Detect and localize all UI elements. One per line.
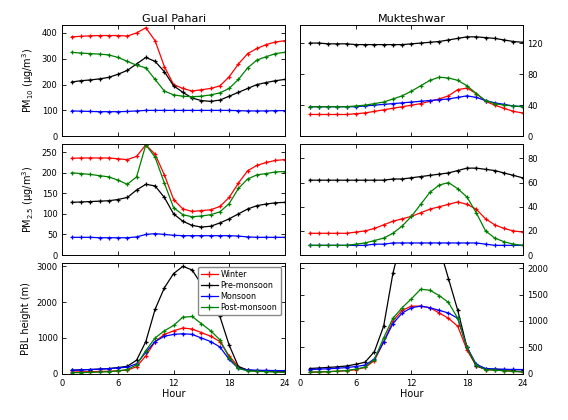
Title: Gual Pahari: Gual Pahari (141, 14, 206, 24)
Y-axis label: PM$_{10}$ (μg/m$^3$): PM$_{10}$ (μg/m$^3$) (20, 48, 36, 113)
Y-axis label: PBL height (m): PBL height (m) (21, 282, 31, 355)
X-axis label: Hour: Hour (400, 389, 423, 399)
Legend: Winter, Pre-monsoon, Monsoon, Post-monsoon: Winter, Pre-monsoon, Monsoon, Post-monso… (198, 267, 281, 315)
X-axis label: Hour: Hour (162, 389, 185, 399)
Y-axis label: PM$_{2.5}$ (μg/m$^3$): PM$_{2.5}$ (μg/m$^3$) (20, 166, 36, 233)
Title: Mukteshwar: Mukteshwar (377, 14, 445, 24)
